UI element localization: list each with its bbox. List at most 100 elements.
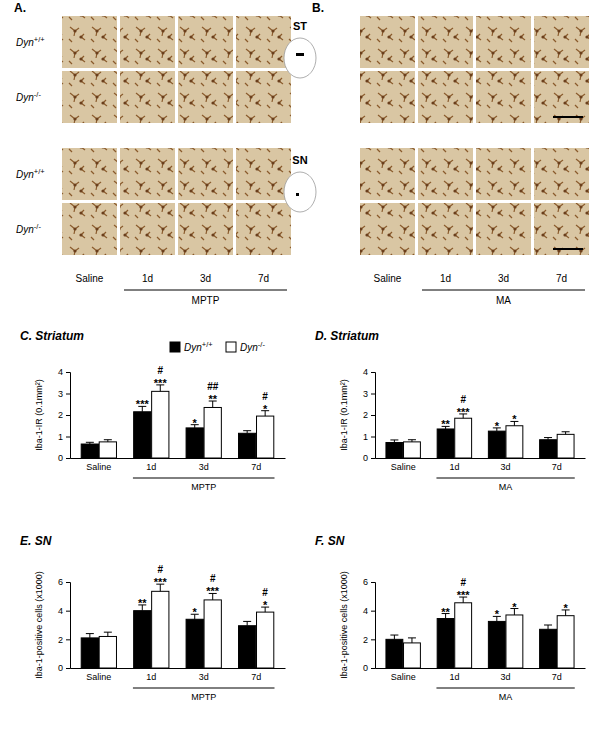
x-tick: 3d <box>501 668 511 682</box>
bar <box>257 416 274 458</box>
bar <box>540 629 557 668</box>
y-tick: 1 <box>363 432 375 442</box>
x-tick: 7d <box>251 458 261 472</box>
micrograph <box>120 148 175 200</box>
x-tick-label: 3d <box>199 462 209 472</box>
x-tick-label: 7d <box>251 672 261 682</box>
row-label: Dyn+/+ <box>16 167 45 180</box>
y-axis: 0246 <box>363 577 376 673</box>
y-tick-label: 0 <box>58 453 63 463</box>
micrograph <box>476 16 531 68</box>
region-label-group: ST <box>284 20 316 78</box>
text-part: Dyn <box>16 37 34 48</box>
condition-label: Saline <box>76 273 104 284</box>
y-tick-mark <box>66 394 70 395</box>
chart: C. Striatum01234Iba-1-IR (0.1mm²)Saline1… <box>20 329 286 492</box>
x-tick-label: 7d <box>552 672 562 682</box>
x-tick: 3d <box>199 668 209 682</box>
micrograph <box>178 203 233 255</box>
error-bar <box>394 635 395 639</box>
error-cap <box>86 442 94 443</box>
row-label: Dyn-/- <box>16 90 41 103</box>
y-tick: 4 <box>58 367 70 377</box>
chart-title: C. Striatum <box>20 329 84 343</box>
y-tick-label: 2 <box>58 635 63 645</box>
micrograph <box>534 203 589 255</box>
x-tick: 7d <box>552 668 562 682</box>
y-axis: 01234 <box>58 367 71 463</box>
micrograph <box>62 148 117 200</box>
x-axis: Saline 1d 3d 7d <box>71 668 286 682</box>
significance-star: *** <box>136 398 150 410</box>
significance-star: *** <box>457 589 471 601</box>
image-panel: B.Saline1d3d7dMA <box>312 1 589 306</box>
plot-area <box>386 414 574 458</box>
y-tick: 3 <box>363 389 375 399</box>
y-tick-label: 3 <box>363 389 368 399</box>
plot-area <box>81 584 274 668</box>
bar <box>152 391 169 458</box>
chart-title: E. SN <box>20 534 52 548</box>
y-axis: 0246 <box>58 577 71 673</box>
bar <box>152 591 169 668</box>
x-tick: Saline <box>86 458 111 472</box>
chart: D. Striatum01234Iba-1-IR (0.1mm²)Saline1… <box>315 329 586 492</box>
group-label: MPTP <box>191 482 216 492</box>
y-tick-mark <box>371 582 375 583</box>
bar <box>488 431 505 458</box>
bar <box>204 600 221 668</box>
bar <box>488 621 505 668</box>
significance-star: * <box>563 602 568 614</box>
micrograph <box>360 16 415 68</box>
y-tick: 4 <box>363 367 375 377</box>
bar <box>540 440 557 458</box>
condition-label: 7d <box>258 273 269 284</box>
x-axis: Saline 1d 3d 7d <box>376 458 586 472</box>
text-part: Dyn <box>184 342 202 353</box>
y-tick-label: 3 <box>58 389 63 399</box>
y-tick-mark <box>371 437 375 438</box>
x-tick-label: 7d <box>552 462 562 472</box>
error-bar <box>247 621 248 625</box>
condition-label: 3d <box>200 273 211 284</box>
bar <box>506 615 523 668</box>
significance-hash: ## <box>207 381 219 392</box>
annotations: ******#* <box>441 394 517 432</box>
error-cap <box>544 625 552 626</box>
bar <box>506 426 523 458</box>
x-tick: 1d <box>146 668 156 682</box>
significance-star: * <box>263 599 268 611</box>
y-tick-label: 0 <box>363 453 368 463</box>
y-tick-mark <box>371 415 375 416</box>
x-tick: Saline <box>391 458 416 472</box>
row-label: Dyn+/+ <box>16 35 45 48</box>
micrograph <box>476 203 531 255</box>
x-tick: 7d <box>552 458 562 472</box>
group-line <box>422 290 585 291</box>
significance-hash: # <box>157 564 163 575</box>
significance-star: *** <box>206 585 220 597</box>
micrograph <box>534 71 589 123</box>
text-sup: -/- <box>34 90 42 99</box>
y-tick-mark <box>371 458 375 459</box>
legend-label: Dyn-/- <box>240 340 265 353</box>
brain-schematic <box>284 38 316 78</box>
significance-star: * <box>193 417 198 429</box>
plot-area <box>386 597 574 668</box>
error-cap <box>562 431 570 432</box>
y-tick: 4 <box>363 606 375 616</box>
y-tick-mark <box>66 582 70 583</box>
chart-title: F. SN <box>315 534 345 548</box>
micrograph <box>236 203 291 255</box>
x-axis-line <box>71 668 286 669</box>
error-bar <box>411 638 412 643</box>
x-tick: 1d <box>449 458 459 472</box>
x-tick-label: 3d <box>501 462 511 472</box>
region-label-group: SN <box>284 154 316 212</box>
micrograph <box>534 16 589 68</box>
region-marker <box>296 53 304 56</box>
y-tick-label: 0 <box>363 663 368 673</box>
x-tick-label: Saline <box>86 672 111 682</box>
micrograph <box>236 71 291 123</box>
micrograph <box>120 71 175 123</box>
